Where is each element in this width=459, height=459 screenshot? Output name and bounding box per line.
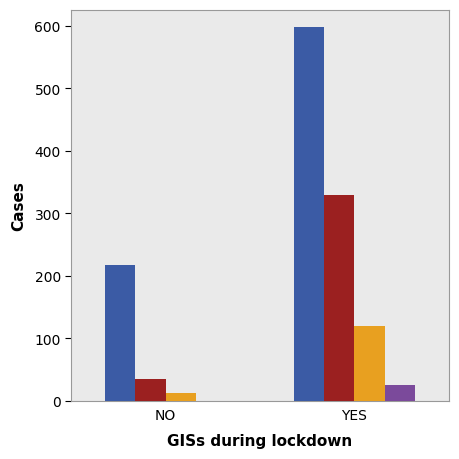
Bar <box>354 326 384 401</box>
Bar <box>165 393 196 401</box>
X-axis label: GISs during lockdown: GISs during lockdown <box>167 433 352 448</box>
Bar <box>324 195 354 401</box>
Bar <box>105 265 135 401</box>
Bar <box>293 28 324 401</box>
Bar <box>135 379 165 401</box>
Y-axis label: Cases: Cases <box>11 181 26 231</box>
Bar <box>384 386 414 401</box>
